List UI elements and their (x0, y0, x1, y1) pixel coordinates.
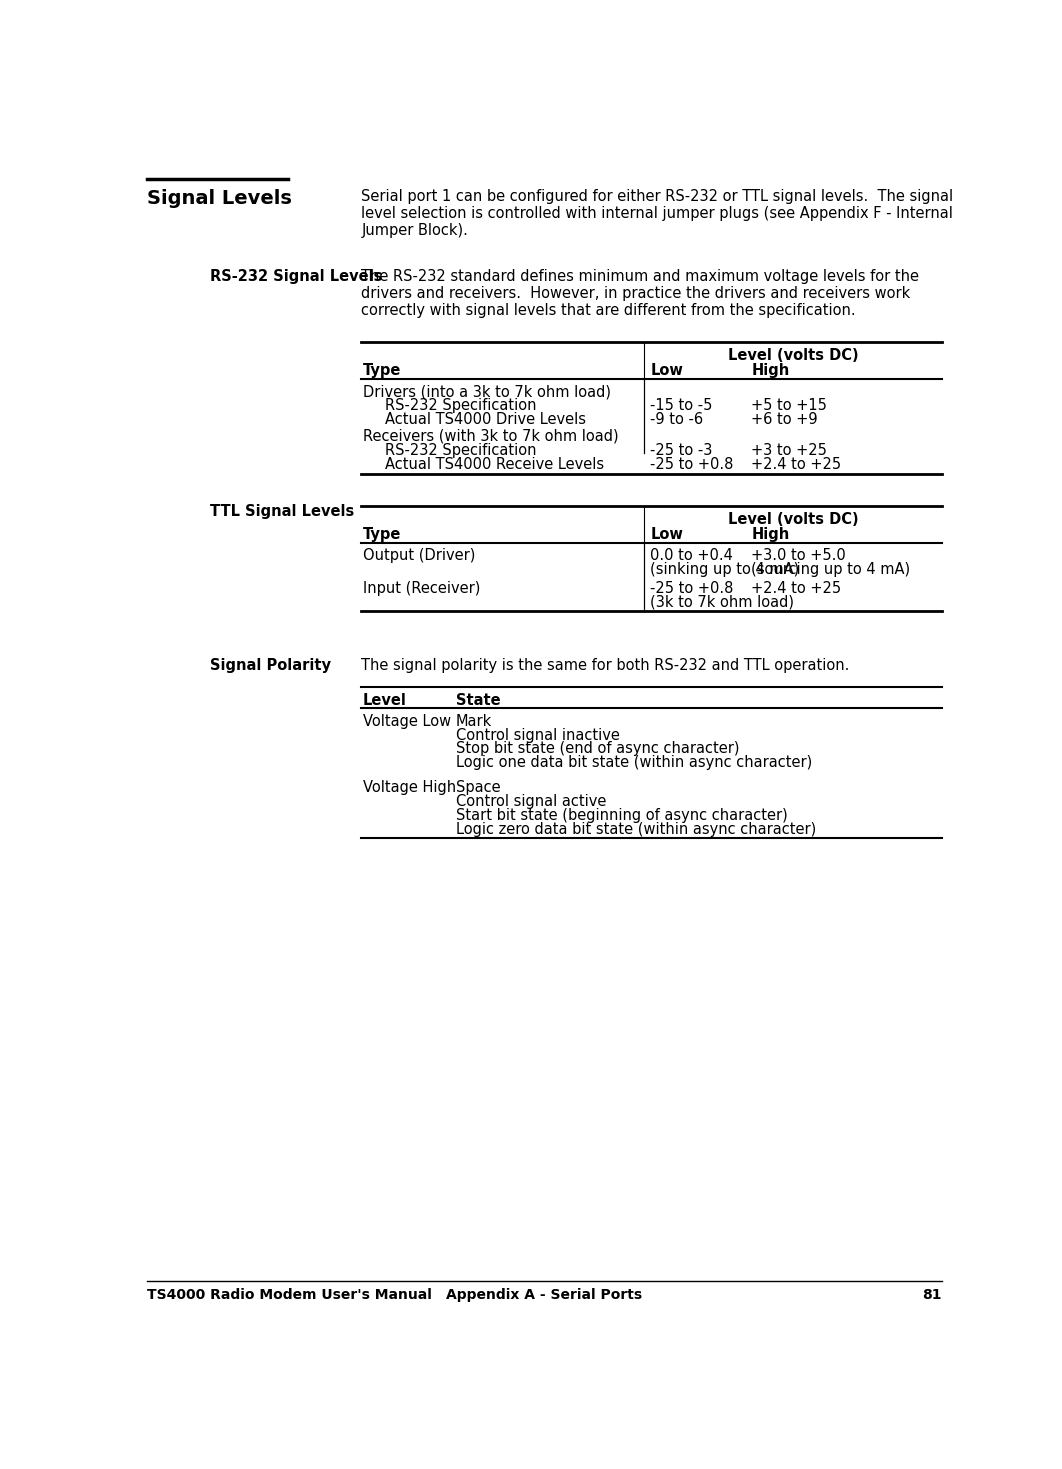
Text: Stop bit state (end of async character): Stop bit state (end of async character) (456, 742, 739, 757)
Text: Actual TS4000 Drive Levels: Actual TS4000 Drive Levels (384, 411, 585, 427)
Text: Low: Low (650, 527, 683, 542)
Text: Logic one data bit state (within async character): Logic one data bit state (within async c… (456, 755, 812, 770)
Text: Control signal active: Control signal active (456, 793, 606, 809)
Text: State: State (456, 693, 500, 708)
Text: +2.4 to +25: +2.4 to +25 (751, 457, 841, 472)
Text: -25 to -3: -25 to -3 (650, 442, 713, 458)
Text: +6 to +9: +6 to +9 (751, 411, 818, 427)
Text: Receivers (with 3k to 7k ohm load): Receivers (with 3k to 7k ohm load) (363, 429, 618, 444)
Text: (sinking up to 4 mA): (sinking up to 4 mA) (650, 563, 800, 577)
Text: +3 to +25: +3 to +25 (751, 442, 827, 458)
Text: +3.0 to +5.0: +3.0 to +5.0 (751, 548, 846, 563)
Text: Appendix A - Serial Ports: Appendix A - Serial Ports (446, 1288, 643, 1302)
Text: 0.0 to +0.4: 0.0 to +0.4 (650, 548, 734, 563)
Text: The signal polarity is the same for both RS-232 and TTL operation.: The signal polarity is the same for both… (361, 658, 850, 673)
Text: The RS-232 standard defines minimum and maximum voltage levels for the
drivers a: The RS-232 standard defines minimum and … (361, 269, 920, 319)
Text: Drivers (into a 3k to 7k ohm load): Drivers (into a 3k to 7k ohm load) (363, 385, 611, 400)
Text: Signal Levels: Signal Levels (147, 188, 292, 207)
Text: +2.4 to +25: +2.4 to +25 (751, 580, 841, 595)
Text: (3k to 7k ohm load): (3k to 7k ohm load) (650, 595, 794, 610)
Text: -25 to +0.8: -25 to +0.8 (650, 457, 734, 472)
Text: TS4000 Radio Modem User's Manual: TS4000 Radio Modem User's Manual (147, 1288, 431, 1302)
Text: Level: Level (363, 693, 407, 708)
Text: -25 to +0.8: -25 to +0.8 (650, 580, 734, 595)
Text: High: High (751, 527, 789, 542)
Text: Level (volts DC): Level (volts DC) (727, 513, 858, 527)
Text: (sourcing up to 4 mA): (sourcing up to 4 mA) (751, 563, 910, 577)
Text: High: High (751, 363, 789, 379)
Text: Voltage High: Voltage High (363, 780, 456, 795)
Text: Control signal inactive: Control signal inactive (456, 727, 620, 743)
Text: TTL Signal Levels: TTL Signal Levels (210, 504, 355, 520)
Text: Level (volts DC): Level (volts DC) (727, 348, 858, 363)
Text: Low: Low (650, 363, 683, 379)
Text: Actual TS4000 Receive Levels: Actual TS4000 Receive Levels (384, 457, 604, 472)
Text: RS-232 Specification: RS-232 Specification (384, 398, 536, 413)
Text: Voltage Low: Voltage Low (363, 714, 451, 729)
Text: Signal Polarity: Signal Polarity (210, 658, 331, 673)
Text: Start bit state (beginning of async character): Start bit state (beginning of async char… (456, 808, 788, 823)
Text: Input (Receiver): Input (Receiver) (363, 580, 480, 595)
Text: 81: 81 (923, 1288, 942, 1302)
Text: Type: Type (363, 527, 401, 542)
Text: -9 to -6: -9 to -6 (650, 411, 703, 427)
Text: -15 to -5: -15 to -5 (650, 398, 713, 413)
Text: Space: Space (456, 780, 500, 795)
Text: Output (Driver): Output (Driver) (363, 548, 476, 563)
Text: +5 to +15: +5 to +15 (751, 398, 827, 413)
Text: Serial port 1 can be configured for either RS-232 or TTL signal levels.  The sig: Serial port 1 can be configured for eith… (361, 188, 954, 238)
Text: RS-232 Signal Levels: RS-232 Signal Levels (210, 269, 382, 284)
Text: Logic zero data bit state (within async character): Logic zero data bit state (within async … (456, 821, 817, 836)
Text: Mark: Mark (456, 714, 492, 729)
Text: Type: Type (363, 363, 401, 379)
Text: RS-232 Specification: RS-232 Specification (384, 442, 536, 458)
